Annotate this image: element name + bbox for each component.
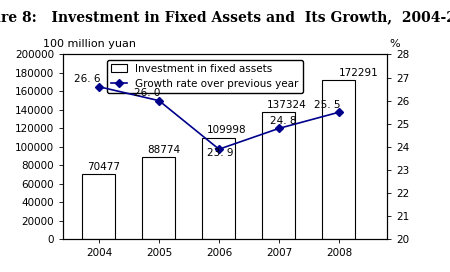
Text: 70477: 70477: [87, 162, 120, 172]
Text: 24. 8: 24. 8: [270, 116, 297, 126]
Bar: [202, 138, 235, 239]
Text: 88774: 88774: [147, 145, 180, 155]
Bar: [143, 157, 176, 239]
Text: 26. 0: 26. 0: [134, 88, 160, 98]
Text: Figure 8:   Investment in Fixed Assets and  Its Growth,  2004-2008: Figure 8: Investment in Fixed Assets and…: [0, 11, 450, 25]
Bar: [262, 112, 296, 239]
Text: 23. 9: 23. 9: [207, 148, 234, 158]
Text: 109998: 109998: [207, 125, 247, 135]
Legend: Investment in fixed assets, Growth rate over previous year: Investment in fixed assets, Growth rate …: [107, 60, 303, 93]
Text: %: %: [389, 39, 400, 50]
Bar: [323, 80, 356, 239]
Text: 137324: 137324: [267, 100, 307, 110]
Text: 25. 5: 25. 5: [314, 100, 340, 110]
Text: 100 million yuan: 100 million yuan: [43, 39, 136, 50]
Text: 172291: 172291: [339, 68, 379, 78]
Bar: [82, 174, 116, 239]
Text: 26. 6: 26. 6: [74, 75, 100, 84]
